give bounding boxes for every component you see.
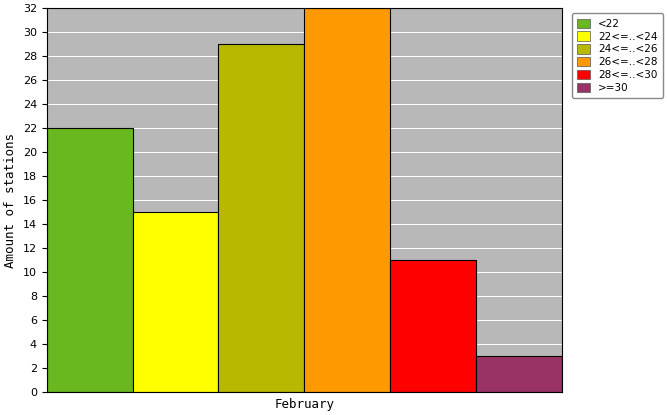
Bar	[47, 128, 133, 392]
Bar	[304, 8, 390, 392]
Legend: <22, 22<=..<24, 24<=..<26, 26<=..<28, 28<=..<30, >=30: <22, 22<=..<24, 24<=..<26, 26<=..<28, 28…	[572, 13, 663, 98]
Bar	[218, 44, 304, 392]
Y-axis label: Amount of stations: Amount of stations	[4, 133, 17, 268]
X-axis label: February: February	[274, 398, 334, 411]
Bar	[390, 260, 476, 392]
Bar	[133, 212, 218, 392]
Bar	[476, 356, 562, 392]
